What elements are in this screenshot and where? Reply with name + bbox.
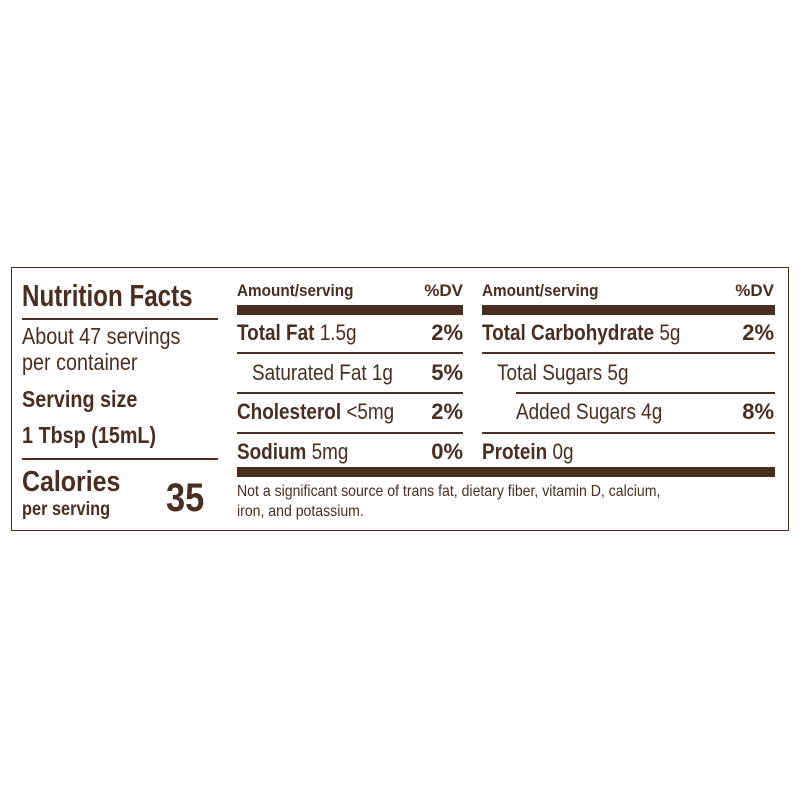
servings-per-container-2: per container xyxy=(22,349,138,375)
label-title: Nutrition Facts xyxy=(22,278,193,313)
divider xyxy=(22,318,218,320)
total-fat-dv: 2% xyxy=(431,320,463,345)
row-total-fat: Total Fat 1.5g xyxy=(237,320,357,345)
saturated-fat-dv: 5% xyxy=(431,360,463,385)
divider xyxy=(237,432,463,434)
divider xyxy=(237,352,463,354)
amount-header-2: Amount/serving xyxy=(482,281,599,300)
calories-label: Calories xyxy=(22,466,121,498)
serving-size-label: Serving size xyxy=(22,386,138,412)
calories-sub: per serving xyxy=(22,499,111,520)
thick-bar xyxy=(237,305,463,315)
added-sugars-dv: 8% xyxy=(742,399,774,424)
row-cholesterol: Cholesterol <5mg xyxy=(237,399,395,424)
sodium-dv: 0% xyxy=(431,439,463,464)
row-saturated-fat: Saturated Fat 1g xyxy=(252,360,393,385)
servings-per-container: About 47 servings xyxy=(22,323,181,349)
divider xyxy=(516,392,775,394)
dv-header-2: %DV xyxy=(735,281,774,300)
row-added-sugars: Added Sugars 4g xyxy=(516,399,663,424)
row-total-carbohydrate: Total Carbohydrate 5g xyxy=(482,320,681,345)
cholesterol-dv: 2% xyxy=(431,399,463,424)
calories-value: 35 xyxy=(166,476,205,520)
divider xyxy=(482,352,775,354)
carbohydrate-dv: 2% xyxy=(742,320,774,345)
divider xyxy=(22,458,218,460)
row-protein: Protein 0g xyxy=(482,439,574,464)
divider xyxy=(237,392,463,394)
footnote-line-2: iron, and potassium. xyxy=(237,503,364,520)
serving-size-value: 1 Tbsp (15mL) xyxy=(22,422,157,448)
thick-bar xyxy=(482,305,775,315)
divider xyxy=(482,432,775,434)
amount-header: Amount/serving xyxy=(237,281,354,300)
thick-bar xyxy=(237,467,775,477)
dv-header: %DV xyxy=(424,281,463,300)
row-total-sugars: Total Sugars 5g xyxy=(497,360,629,385)
row-sodium: Sodium 5mg xyxy=(237,439,349,464)
nutrition-facts-label xyxy=(11,267,789,531)
footnote-line-1: Not a significant source of trans fat, d… xyxy=(237,483,661,500)
